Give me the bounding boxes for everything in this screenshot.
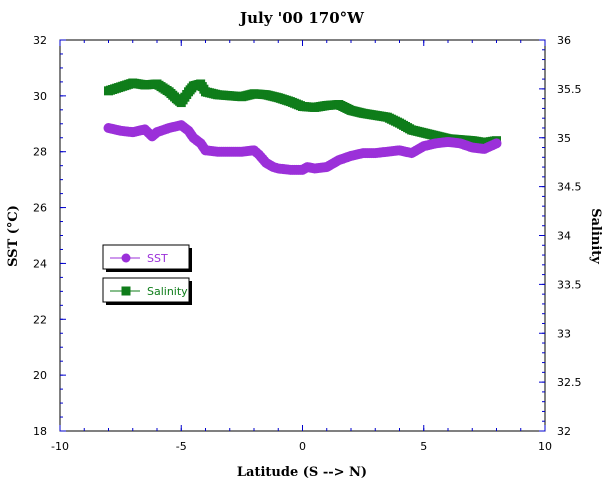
plot-frame bbox=[59, 39, 546, 432]
y2-tick-label: 34.5 bbox=[557, 181, 582, 194]
y-tick-label: 20 bbox=[33, 369, 47, 382]
legend-sst-marker bbox=[121, 253, 131, 263]
y-tick-label: 18 bbox=[33, 425, 47, 438]
salinity-series bbox=[104, 78, 501, 148]
y2-tick-label: 33 bbox=[557, 327, 571, 340]
legend-salinity-label: Salinity bbox=[147, 285, 188, 298]
legend-salinity-marker bbox=[121, 286, 131, 296]
y-tick-label: 32 bbox=[33, 34, 47, 47]
legend-item-sst: SST bbox=[102, 244, 192, 272]
sst-series bbox=[103, 120, 502, 175]
x-tick-label: 5 bbox=[420, 440, 427, 453]
x-tick-label: -10 bbox=[51, 440, 69, 453]
y-tick-label: 22 bbox=[33, 313, 47, 326]
y-tick-label: 30 bbox=[33, 90, 47, 103]
legend-item-salinity: Salinity bbox=[102, 277, 192, 305]
legend: SST Salinity bbox=[102, 244, 192, 305]
y2-tick-label: 32.5 bbox=[557, 376, 582, 389]
y-axis-label: SST (°C) bbox=[6, 205, 21, 267]
y2-tick-label: 35 bbox=[557, 132, 571, 145]
sst-point bbox=[491, 138, 502, 149]
y2-tick-label: 34 bbox=[557, 230, 571, 243]
legend-sst-label: SST bbox=[147, 252, 168, 265]
x-tick-label: 0 bbox=[299, 440, 306, 453]
legend-box bbox=[102, 244, 190, 270]
plot-area: -10 -5 0 5 10 18 20 22 24 26 28 30 32 32 32.5 33 33.5 34 3… bbox=[33, 34, 582, 453]
y2-axis-label: Salinity bbox=[588, 208, 603, 264]
y2-tick-label: 35.5 bbox=[557, 83, 582, 96]
x-tick-label: -5 bbox=[176, 440, 187, 453]
y2-tick-label: 36 bbox=[557, 34, 571, 47]
y-tick-label: 24 bbox=[33, 257, 47, 270]
y-tick-label: 28 bbox=[33, 146, 47, 159]
legend-box bbox=[102, 277, 190, 303]
y-tick-label: 26 bbox=[33, 202, 47, 215]
y2-tick-label: 32 bbox=[557, 425, 571, 438]
chart-title: July '00 170°W bbox=[238, 9, 365, 27]
x-axis-label: Latitude (S --> N) bbox=[237, 465, 367, 480]
y2-tick-label: 33.5 bbox=[557, 278, 582, 291]
axis-ticks: -10 -5 0 5 10 18 20 22 24 26 28 30 32 32 32.5 33 33.5 34 3… bbox=[33, 34, 582, 453]
x-tick-label: 10 bbox=[538, 440, 552, 453]
